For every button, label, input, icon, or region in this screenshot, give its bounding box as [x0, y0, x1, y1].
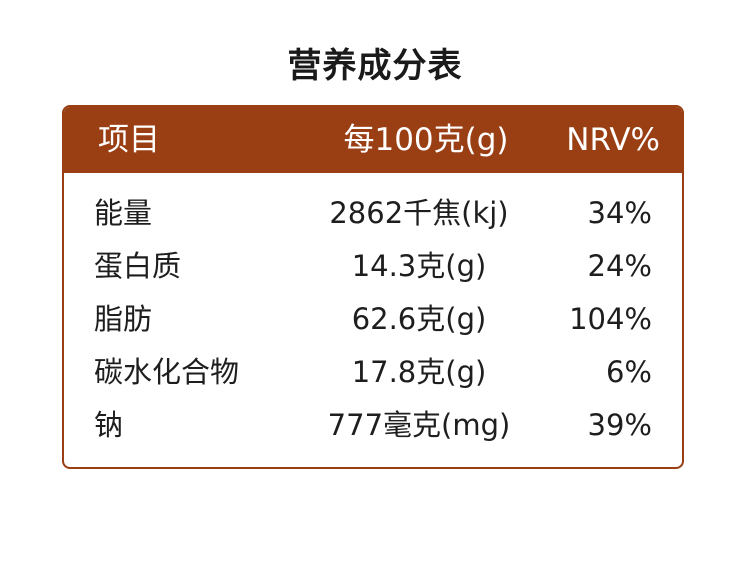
row-value: 17.8克(g) [351, 355, 487, 389]
row-nrv: 6% [605, 355, 652, 389]
nutrition-table: 项目 每100克(g) NRV% 能量 2862千焦(kj) 34% 蛋白质 1… [62, 105, 684, 469]
header-per100: 每100克(g) [343, 122, 509, 158]
row-name: 脂肪 [94, 302, 153, 336]
row-nrv: 39% [587, 408, 652, 442]
row-nrv: 104% [569, 302, 652, 336]
header-nrv: NRV% [566, 122, 660, 158]
table-header: 项目 每100克(g) NRV% [64, 107, 682, 173]
row-name: 碳水化合物 [94, 355, 240, 389]
row-value: 14.3克(g) [351, 249, 487, 283]
row-value: 777毫克(mg) [327, 408, 511, 442]
row-value: 62.6克(g) [351, 302, 487, 336]
row-name: 能量 [94, 196, 153, 230]
page-title: 营养成分表 [287, 46, 463, 86]
header-item: 项目 [98, 122, 160, 158]
table-row: 钠 777毫克(mg) 39% [64, 399, 682, 452]
table-row: 脂肪 62.6克(g) 104% [64, 293, 682, 346]
row-name: 钠 [94, 408, 124, 442]
row-name: 蛋白质 [94, 249, 182, 283]
row-value: 2862千焦(kj) [329, 196, 509, 230]
table-row: 碳水化合物 17.8克(g) 6% [64, 346, 682, 399]
table-row: 能量 2862千焦(kj) 34% [64, 187, 682, 240]
table-row: 蛋白质 14.3克(g) 24% [64, 240, 682, 293]
table-body: 能量 2862千焦(kj) 34% 蛋白质 14.3克(g) 24% 脂肪 62… [64, 187, 682, 452]
row-nrv: 34% [587, 196, 652, 230]
row-nrv: 24% [587, 249, 652, 283]
